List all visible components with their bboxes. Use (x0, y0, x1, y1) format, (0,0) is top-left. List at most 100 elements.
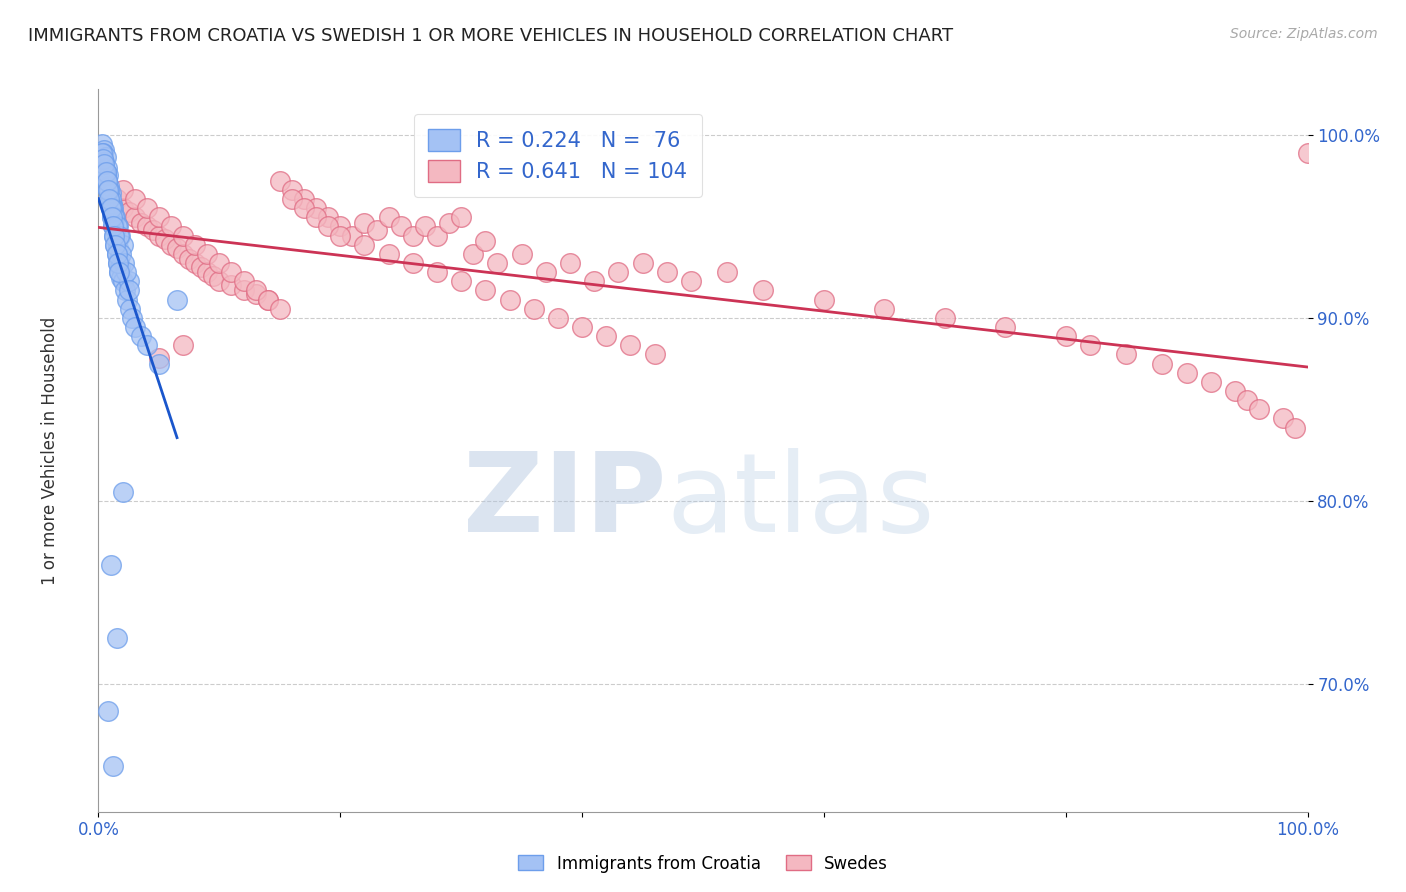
Point (232, 274, 254, 288)
Point (486, 256, 509, 270)
Point (437, 216, 460, 230)
Point (100, 211, 122, 225)
Point (377, 247, 399, 261)
Point (129, 216, 152, 230)
Point (118, 301, 141, 316)
Point (184, 237, 207, 252)
Point (752, 284, 775, 298)
Text: atlas: atlas (666, 448, 935, 555)
Point (104, 237, 127, 252)
Point (103, 216, 125, 230)
Point (97, 183, 120, 197)
Point (366, 223, 388, 237)
Point (98, 192, 121, 206)
Point (281, 192, 304, 206)
Point (305, 211, 328, 225)
Point (110, 270, 132, 285)
Point (202, 268, 225, 283)
Point (353, 237, 375, 252)
Point (107, 256, 129, 270)
Point (96, 174, 118, 188)
Point (100, 186, 122, 201)
Point (105, 247, 128, 261)
Point (269, 301, 291, 316)
Point (463, 247, 485, 261)
Point (1078, 338, 1101, 352)
Point (114, 284, 136, 298)
Point (98, 183, 121, 197)
Point (135, 201, 157, 215)
Point (101, 219, 124, 234)
Point (498, 293, 520, 307)
Point (107, 256, 129, 270)
Point (105, 247, 128, 261)
Point (112, 256, 135, 270)
Point (558, 256, 581, 270)
Point (124, 192, 146, 206)
Point (450, 211, 472, 225)
Point (121, 310, 143, 325)
Point (94, 164, 117, 178)
Point (118, 274, 141, 288)
Point (98, 192, 121, 206)
Point (583, 274, 606, 288)
Point (103, 228, 125, 243)
Point (292, 192, 315, 206)
Point (148, 357, 170, 371)
Point (402, 256, 425, 270)
Point (595, 329, 617, 343)
Point (148, 228, 170, 243)
Point (1296, 146, 1319, 161)
Point (655, 265, 678, 279)
Point (534, 265, 557, 279)
Point (111, 484, 134, 499)
Point (108, 252, 131, 267)
Point (105, 219, 128, 234)
Point (94, 164, 117, 178)
Point (111, 274, 134, 288)
Point (510, 247, 533, 261)
Point (118, 284, 141, 298)
Point (98, 179, 121, 194)
Point (101, 219, 124, 234)
Point (166, 293, 188, 307)
Point (377, 211, 399, 225)
Point (873, 301, 896, 316)
Point (172, 228, 194, 243)
Point (474, 284, 496, 298)
Point (1249, 402, 1271, 417)
Point (124, 320, 146, 334)
Point (108, 228, 131, 243)
Point (148, 351, 170, 365)
Point (153, 232, 176, 246)
Point (115, 265, 138, 279)
Point (160, 237, 183, 252)
Point (716, 265, 738, 279)
Point (166, 241, 188, 255)
Point (245, 287, 267, 301)
Point (111, 183, 134, 197)
Point (104, 237, 127, 252)
Point (607, 265, 630, 279)
Point (179, 252, 201, 267)
Point (135, 219, 157, 234)
Point (934, 310, 956, 325)
Text: ZIP: ZIP (464, 448, 666, 555)
Point (426, 265, 449, 279)
Point (101, 759, 124, 773)
Point (104, 223, 127, 237)
Point (94, 168, 117, 182)
Point (105, 192, 128, 206)
Point (256, 293, 278, 307)
Point (100, 201, 122, 215)
Point (108, 228, 131, 243)
Point (97, 704, 120, 718)
Point (117, 293, 139, 307)
Point (353, 216, 375, 230)
Point (245, 284, 267, 298)
Point (105, 631, 128, 645)
Point (93, 164, 115, 178)
Point (190, 260, 212, 274)
Text: IMMIGRANTS FROM CROATIA VS SWEDISH 1 OR MORE VEHICLES IN HOUSEHOLD CORRELATION C: IMMIGRANTS FROM CROATIA VS SWEDISH 1 OR … (28, 27, 953, 45)
Point (1115, 347, 1137, 361)
